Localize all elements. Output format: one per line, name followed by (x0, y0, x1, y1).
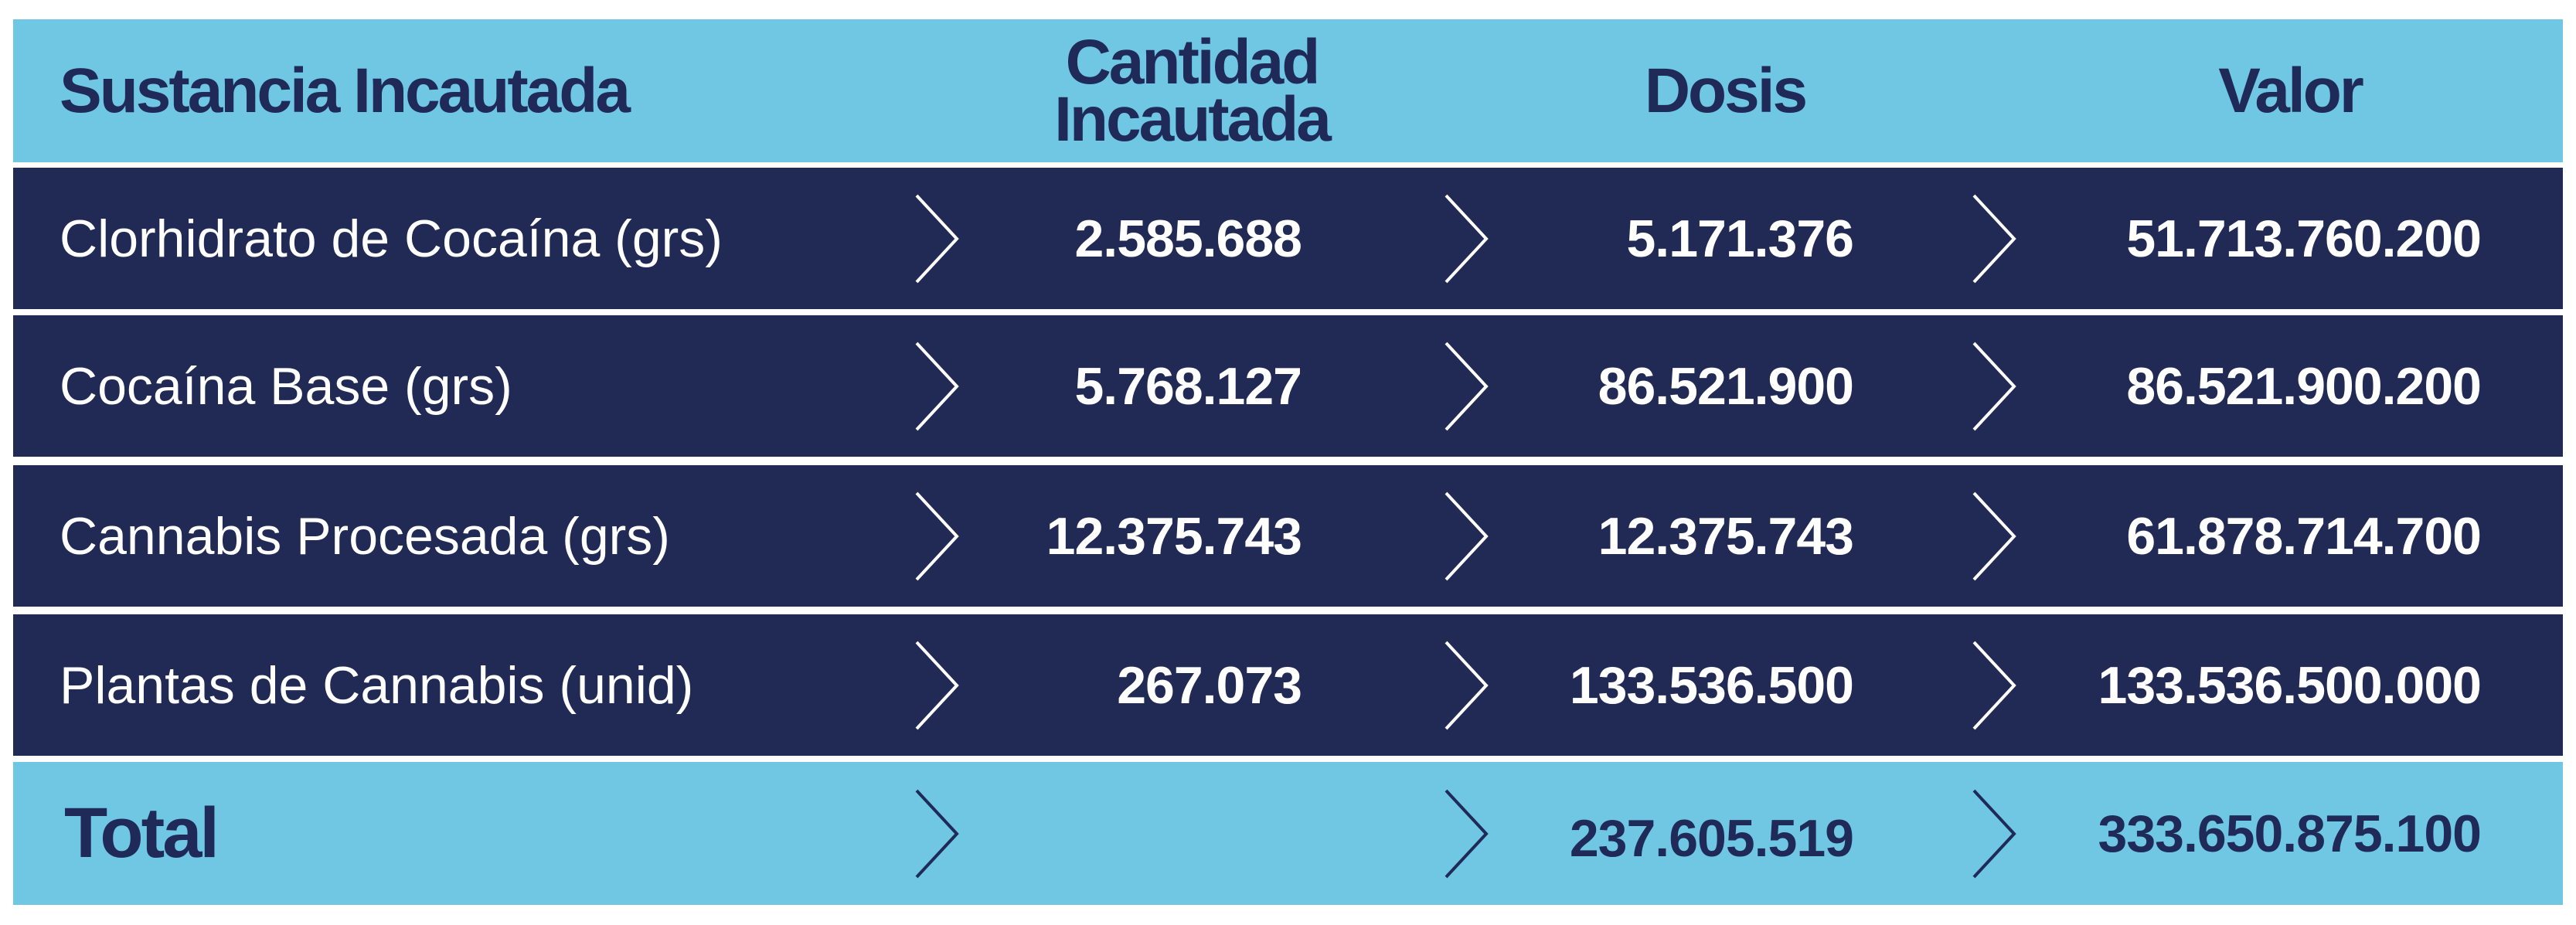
table-row: Cocaína Base (grs) 5.768.127 86.521.900 86.… (13, 315, 2563, 457)
header-cell: Dosis (1644, 55, 1808, 126)
row-label: Plantas de Cannabis (unid) (60, 655, 694, 715)
header-cell: Valor (2218, 55, 2364, 126)
table-row: Clorhidrato de Cocaína (grs) 2.585.688 5.1… (13, 168, 2563, 309)
chevron (1972, 491, 2016, 580)
row-value: 133.536.500.000 (2098, 655, 2482, 715)
chevron (1445, 491, 1489, 580)
chevron (1972, 342, 2016, 430)
row-label: Clorhidrato de Cocaína (grs) (60, 209, 723, 268)
row-value: 133.536.500 (1569, 655, 1854, 715)
total-label: Total (64, 794, 219, 872)
header-cell: Cantidad Incautada (1054, 26, 1332, 155)
chevron (1445, 194, 1489, 283)
header-row: Sustancia Incautada Cantidad Incautada Dos… (13, 19, 2563, 162)
row-value: 12.375.743 (1046, 506, 1302, 566)
row-value: 86.521.900 (1598, 356, 1854, 416)
chevron (1972, 789, 2016, 878)
chevron (1972, 194, 2016, 283)
chevron (1972, 641, 2016, 729)
chevron (1445, 789, 1489, 878)
row-label: Cannabis Procesada (grs) (60, 506, 670, 566)
header-cell: Sustancia Incautada (60, 55, 631, 126)
row-label: Cocaína Base (grs) (60, 356, 512, 416)
chevron (915, 194, 959, 283)
chevron (1445, 342, 1489, 430)
row-value: 2.585.688 (1074, 209, 1302, 268)
row-value: 12.375.743 (1598, 506, 1854, 566)
row-value: 51.713.760.200 (2126, 209, 2482, 268)
row-value: 86.521.900.200 (2126, 356, 2482, 416)
chevron (1445, 641, 1489, 729)
total-value: 237.605.519 (1569, 808, 1854, 868)
row-value: 61.878.714.700 (2126, 506, 2482, 566)
chevron (915, 789, 959, 878)
total-row: Total 237.605.519 333.650.875.100 (13, 762, 2563, 905)
row-value: 5.768.127 (1074, 356, 1302, 416)
row-value: 5.171.376 (1626, 209, 1854, 268)
table-row: Plantas de Cannabis (unid) 267.073 133.536… (13, 614, 2563, 756)
chevron (915, 491, 959, 580)
chevron (915, 641, 959, 729)
table-row: Cannabis Procesada (grs) 12.375.743 12.375… (13, 465, 2563, 607)
row-value: 267.073 (1117, 655, 1302, 715)
chevron (915, 342, 959, 430)
total-value: 333.650.875.100 (2098, 804, 2482, 863)
